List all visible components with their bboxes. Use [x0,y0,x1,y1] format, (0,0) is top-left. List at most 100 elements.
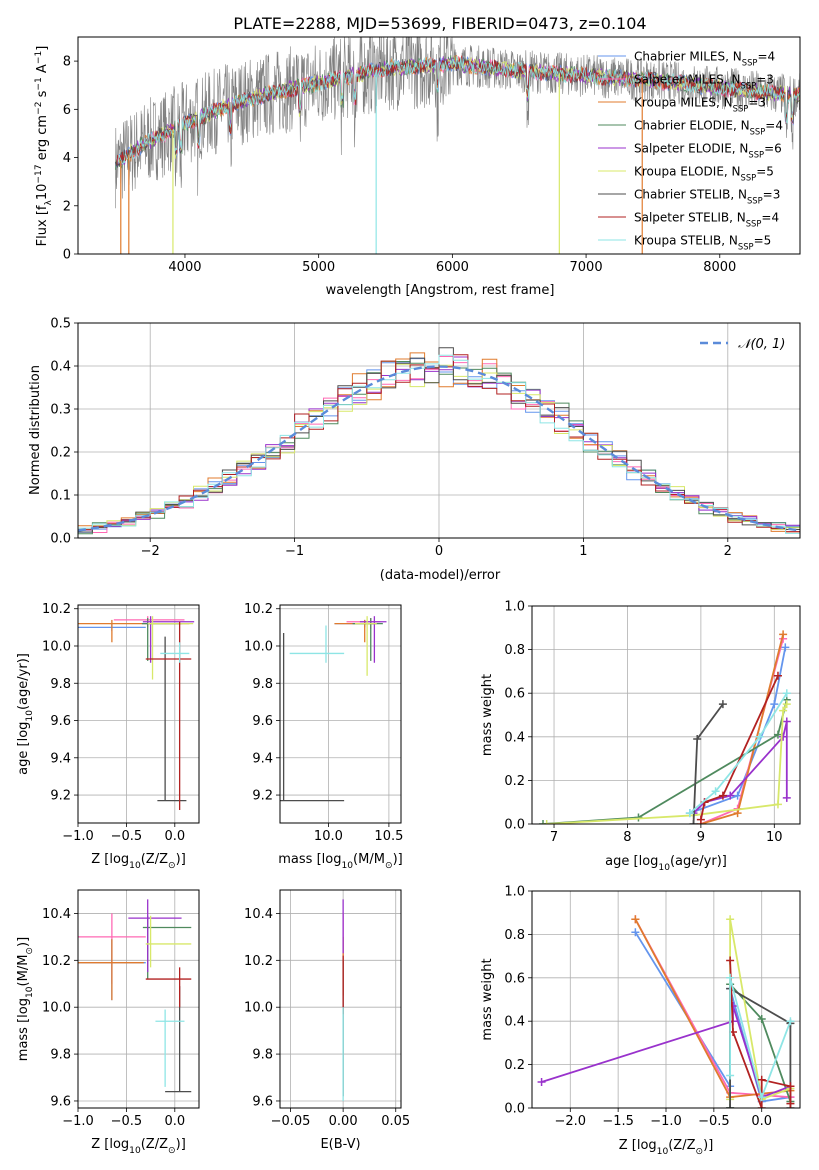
y-tick-label: 10.4 [244,907,273,922]
y-tick-label: 10.4 [42,907,71,922]
x-tick-label: −1.0 [62,829,94,844]
y-tick-label: 0.0 [504,1102,525,1117]
legend-label: Chabrier ELODIE, NSSP=4 [634,119,783,137]
histogram-step [78,354,800,534]
panel-mass_vs_Z: −1.0 −0.5 0.0 9.6 9.8 10.0 10.2 10.4 Z [log10(Z/… [16,889,200,1156]
errorbar-point [78,939,144,1001]
y-tick-label: 10.0 [244,1001,273,1016]
y-tick-label: 9.8 [50,677,71,692]
x-tick-label: −1.5 [602,1114,634,1129]
y-tick-label: 9.2 [252,789,273,804]
weight-marker [781,643,790,652]
y-tick-label: 9.6 [50,714,71,729]
panel-age_vs_mass: 10.0 10.5 9.2 9.4 9.6 9.8 10.0 10.2 mass [log10(… [244,602,403,871]
x-tick-label: −0.05 [271,1114,311,1129]
x-axis-label: Z [log10(Z/Z⊙)] [91,852,186,871]
weight-marker [539,820,548,824]
x-tick-label: 4000 [168,260,201,275]
x-tick-label: −2.0 [554,1114,586,1129]
legend-normal-label: 𝒩(0, 1) [738,337,785,352]
axes-frame [279,889,402,1109]
weight-series-line [689,692,788,814]
y-tick-label: 9.8 [50,1048,71,1063]
y-tick-label: 0 [63,248,71,263]
y-axis-label: mass [log10(M/M⊙)] [16,937,35,1061]
plot-area [78,616,195,810]
weight-marker [693,734,702,743]
x-tick-label: 0.05 [381,1114,410,1129]
legend: Chabrier MILES, NSSP=4 Salpeter MILES, NS… [598,50,783,252]
weight-marker [689,820,698,824]
legend-label: Chabrier STELIB, NSSP=3 [634,188,780,206]
weight-series [726,973,795,1102]
errorbar-point [141,618,182,661]
x-tick-label: 0.0 [751,1114,772,1129]
weight-marker [757,1104,766,1108]
x-tick-label: 2 [724,544,732,559]
y-tick-label: 9.6 [252,714,273,729]
y-tick-label: 10.0 [42,1001,71,1016]
y-tick-label: 0.8 [504,928,525,943]
x-tick-label: 0.0 [164,829,185,844]
x-tick-label: −0.5 [698,1114,730,1129]
weight-marker [786,1099,795,1108]
y-tick-label: 0.6 [504,971,525,986]
plot-area [539,630,791,824]
y-tick-label: 0.0 [50,532,71,547]
y-tick-label: 8 [63,55,71,70]
weight-series-line [692,721,788,814]
weight-marker [634,813,643,822]
x-tick-label: 10.5 [374,829,403,844]
plot-area [115,37,800,254]
weight-series-line [700,634,784,824]
y-tick-label: 9.4 [50,751,71,766]
y-axis-label: Flux [fλ10−17 erg cm−2 s−1 A−1] [34,46,54,247]
x-tick-label: 10 [766,830,783,845]
weight-series-line [700,675,779,820]
axes-frame [531,890,801,1109]
y-tick-label: 0.2 [504,1058,525,1073]
weight-marker [726,791,735,800]
y-tick-label: 1.0 [504,885,525,900]
panel-residuals: −2 −1 0 1 2 0.0 0.1 0.2 0.3 0.4 0.5 𝒩(0, 1) (data-mo… [28,317,801,583]
weight-marker [685,809,694,818]
legend-label: Salpeter MILES, NSSP=3 [634,73,774,91]
x-tick-label: −1.0 [650,1114,682,1129]
weight-marker [773,730,782,739]
panel-weight_vs_Z: −2.0 −1.5 −1.0 −0.5 0.0 0.0 0.2 0.4 0.6 0.8 1.0 Z [… [480,885,801,1157]
x-tick-label: −0.5 [111,829,143,844]
axes-frame [531,605,801,825]
x-tick-label: 7000 [570,260,603,275]
normal-curve [78,365,800,532]
panel-age_vs_Z: −1.0 −0.5 0.0 9.2 9.4 9.6 9.8 10.0 10.2 Z [log10(… [16,602,200,871]
plot-area [537,915,795,1108]
weight-marker [770,700,779,709]
x-tick-label: −1.0 [62,1114,94,1129]
errorbar-point [160,642,190,663]
errorbar-point [145,915,192,968]
legend-label: Salpeter ELODIE, NSSP=6 [634,142,782,160]
x-tick-label: 7 [550,830,558,845]
weight-marker [782,689,791,698]
weight-marker [542,820,551,824]
panel-weight_vs_age: 7 8 9 10 0.0 0.2 0.4 0.6 0.8 1.0 age [log10(age/yr… [480,600,801,873]
errorbar-point [165,986,192,1093]
x-tick-label: 8000 [703,260,736,275]
errorbar-point [155,1009,185,1087]
weight-series [542,700,791,824]
y-tick-label: 0.4 [504,730,525,745]
panel-mass_vs_ebv: −0.05 0.00 0.05 9.6 9.8 10.0 10.2 10.4 E(B-V) [244,889,410,1152]
y-tick-label: 1.0 [504,600,525,615]
weight-marker [757,1093,766,1102]
spectrum-model-line [116,54,800,165]
y-tick-label: 0.1 [50,489,71,504]
weight-marker [773,800,782,809]
weight-marker [631,915,640,924]
plot-area [78,347,800,535]
y-tick-label: 0.0 [504,818,525,833]
weight-marker [782,793,791,802]
spectrum-model-line [117,55,800,165]
x-tick-label: −2 [141,544,160,559]
y-tick-label: 9.8 [252,677,273,692]
y-tick-label: 10.2 [244,602,273,617]
